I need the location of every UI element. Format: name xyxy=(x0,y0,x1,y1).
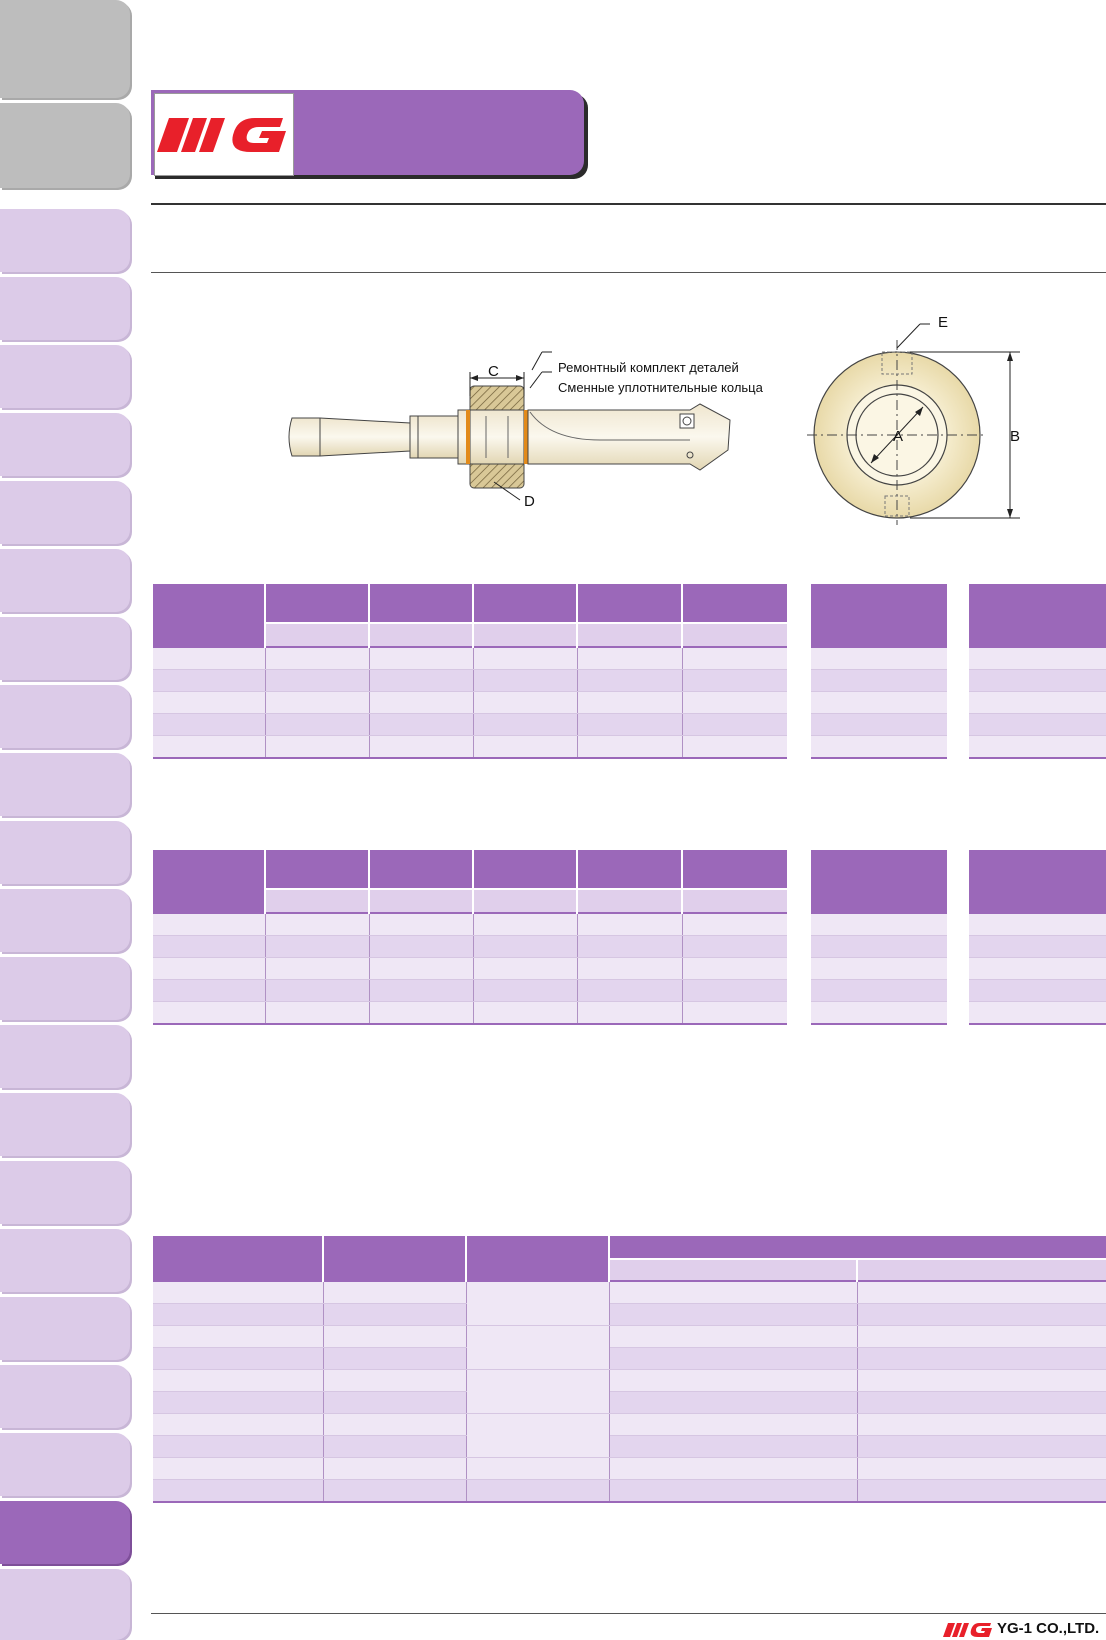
drill-body xyxy=(527,403,731,471)
table-row xyxy=(153,1369,1106,1414)
table-row xyxy=(153,691,787,714)
footer-divider xyxy=(151,1613,1106,1614)
side-tab-1[interactable] xyxy=(0,0,130,98)
table-row xyxy=(153,1479,1106,1503)
side-tab-5[interactable] xyxy=(0,345,130,408)
side-tab-16[interactable] xyxy=(0,1093,130,1156)
table-row xyxy=(153,935,787,958)
table-row xyxy=(153,735,787,759)
callout-seal-rings: Сменные уплотнительные кольца xyxy=(558,380,763,395)
side-tab-9[interactable] xyxy=(0,617,130,680)
table-row xyxy=(153,1457,1106,1480)
table-row xyxy=(153,646,787,670)
spec-table-2b xyxy=(811,850,947,1025)
tool-drawing xyxy=(288,323,1020,525)
callout-repair-kit: Ремонтный комплект деталей xyxy=(558,360,739,375)
spec-table-1b xyxy=(811,584,947,759)
side-tab-10[interactable] xyxy=(0,685,130,748)
spec-table-1 xyxy=(153,584,787,759)
side-tab-3[interactable] xyxy=(0,209,130,272)
table-row xyxy=(153,1413,1106,1458)
side-tab-11[interactable] xyxy=(0,753,130,816)
yg-logo-icon xyxy=(157,118,286,152)
shank-neck xyxy=(409,415,459,459)
side-tab-4[interactable] xyxy=(0,277,130,340)
table-row xyxy=(153,1325,1106,1370)
side-tab-2[interactable] xyxy=(0,103,130,188)
dim-label-d: D xyxy=(524,493,535,510)
dim-label-b: B xyxy=(1010,428,1021,445)
table-row xyxy=(153,669,787,692)
side-tab-14[interactable] xyxy=(0,957,130,1020)
spec-table-1c xyxy=(969,584,1106,759)
table-row xyxy=(153,713,787,736)
side-tab-19[interactable] xyxy=(0,1297,130,1360)
table-row xyxy=(153,1001,787,1025)
table-row xyxy=(153,957,787,980)
side-tab-18[interactable] xyxy=(0,1229,130,1292)
table-row xyxy=(153,979,787,1002)
side-tab-13[interactable] xyxy=(0,889,130,952)
table-row xyxy=(153,1303,1106,1326)
table-row xyxy=(153,1280,1106,1326)
table-row xyxy=(153,1391,1106,1414)
dim-label-c: C xyxy=(488,363,499,380)
divider-top xyxy=(151,203,1106,205)
footer-company: YG-1 CO.,LTD. xyxy=(997,1620,1100,1637)
side-tab-12[interactable] xyxy=(0,821,130,884)
dim-label-e: E xyxy=(938,314,949,331)
side-tab-17[interactable] xyxy=(0,1161,130,1224)
side-tab-7[interactable] xyxy=(0,481,130,544)
side-tab-15[interactable] xyxy=(0,1025,130,1088)
spec-table-2c xyxy=(969,850,1106,1025)
side-tab-20[interactable] xyxy=(0,1365,130,1428)
divider-second xyxy=(151,272,1106,273)
side-tab-active[interactable] xyxy=(0,1501,130,1564)
table-row xyxy=(153,1435,1106,1458)
side-tab-8[interactable] xyxy=(0,549,130,612)
table-row xyxy=(153,912,787,936)
spec-table-3 xyxy=(153,1236,1106,1503)
table-row xyxy=(153,1347,1106,1370)
spec-table-2 xyxy=(153,850,787,1025)
side-tab-23[interactable] xyxy=(0,1569,130,1640)
dim-label-a: A xyxy=(893,428,904,445)
side-tab-21[interactable] xyxy=(0,1433,130,1496)
shank-taper xyxy=(288,417,411,457)
side-tab-6[interactable] xyxy=(0,413,130,476)
footer-logo-icon xyxy=(943,1623,992,1637)
logo-box xyxy=(154,93,294,176)
